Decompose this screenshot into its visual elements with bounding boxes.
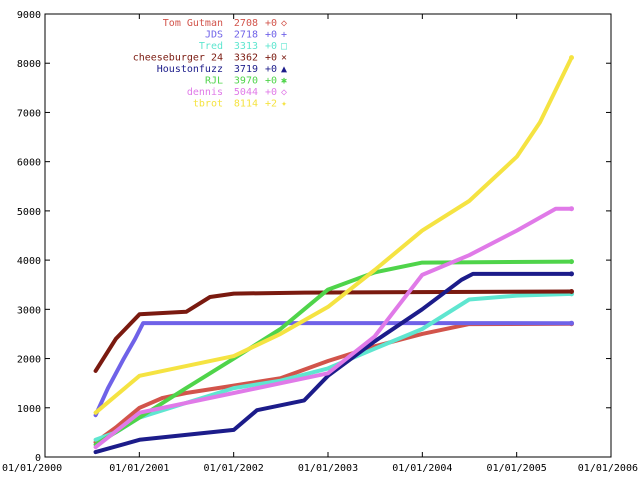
series-line-3 (93, 289, 574, 373)
legend-entry-name: RJL (205, 76, 223, 87)
legend-entry-value: 3313 (234, 41, 258, 52)
legend-entry-value: 3719 (234, 64, 258, 75)
x-tick-label: 01/01/2002 (204, 463, 264, 474)
legend-entry-change: +2 (265, 99, 277, 110)
legend-entry-change: +0 (265, 53, 277, 64)
series-line-4 (93, 271, 574, 455)
x-tick-label: 01/01/2003 (298, 463, 358, 474)
series-line-0 (93, 321, 574, 445)
legend-entry-name: cheeseburger 24 (133, 53, 223, 64)
x-tick-label: 01/01/2006 (578, 463, 638, 474)
legend-marker-icon: + (281, 30, 287, 41)
y-tick-label: 4000 (17, 256, 41, 267)
legend-entry-value: 2718 (234, 30, 258, 41)
y-tick-label: 6000 (17, 158, 41, 169)
legend-entry-name: dennis (187, 87, 223, 98)
series-line-7 (93, 55, 574, 415)
legend-entry-name: JDS (205, 30, 223, 41)
series-end-point (569, 271, 574, 277)
series-lines (93, 55, 574, 455)
y-tick-label: 3000 (17, 305, 41, 316)
series-line-5 (93, 259, 574, 447)
y-tick-label: 9000 (17, 10, 41, 21)
legend-marker-icon: ✦ (281, 99, 287, 110)
legend-marker-icon: ✱ (281, 76, 287, 87)
legend-marker-icon: ◇ (281, 18, 287, 29)
y-tick-label: 5000 (17, 207, 41, 218)
legend-entry-name: Tom Gutman (163, 18, 223, 29)
legend-entry-name: tbrot (193, 99, 223, 110)
x-tick-label: 01/01/2005 (487, 463, 547, 474)
legend-marker-icon: ◇ (281, 87, 287, 98)
legend-marker-icon: × (281, 53, 287, 64)
y-tick-label: 1000 (17, 404, 41, 415)
legend-entry-change: +0 (265, 30, 277, 41)
legend-entry-change: +0 (265, 64, 277, 75)
legend: Tom Gutman 2708 +0 ◇ JDS 2718 +0 + Tred 3313 +0 □ ch… (133, 18, 287, 110)
legend-entry-name: Houstonfuzz (157, 64, 223, 75)
legend-entry-value: 5044 (234, 87, 258, 98)
series-line-1 (93, 321, 574, 418)
x-tick-label: 01/01/2001 (109, 463, 169, 474)
legend-entry-value: 2708 (234, 18, 258, 29)
y-tick-label: 7000 (17, 108, 41, 119)
series-end-point (569, 320, 574, 326)
legend-entry-change: +0 (265, 41, 277, 52)
y-tick-label: 2000 (17, 355, 41, 366)
plot-frame (44, 13, 612, 458)
y-tick-label: 8000 (17, 59, 41, 70)
legend-entry-value: 3970 (234, 76, 258, 87)
series-end-point (569, 206, 574, 212)
x-tick-label: 01/01/2000 (2, 463, 62, 474)
y-tick-label: 0 (35, 453, 41, 464)
series-end-point (569, 259, 574, 265)
series-end-point (569, 289, 574, 294)
legend-entry-value: 3362 (234, 53, 258, 64)
legend-entry-value: 8114 (234, 99, 258, 110)
legend-entry-change: +0 (265, 87, 277, 98)
series-line-6 (93, 206, 574, 450)
legend-entry-change: +0 (265, 18, 277, 29)
legend-marker-icon: ▲ (281, 64, 287, 75)
legend-entry-name: Tred (199, 41, 223, 52)
legend-entry-change: +0 (265, 76, 277, 87)
series-end-point (569, 55, 574, 61)
x-tick-label: 01/01/2004 (392, 463, 452, 474)
legend-marker-icon: □ (281, 41, 287, 52)
